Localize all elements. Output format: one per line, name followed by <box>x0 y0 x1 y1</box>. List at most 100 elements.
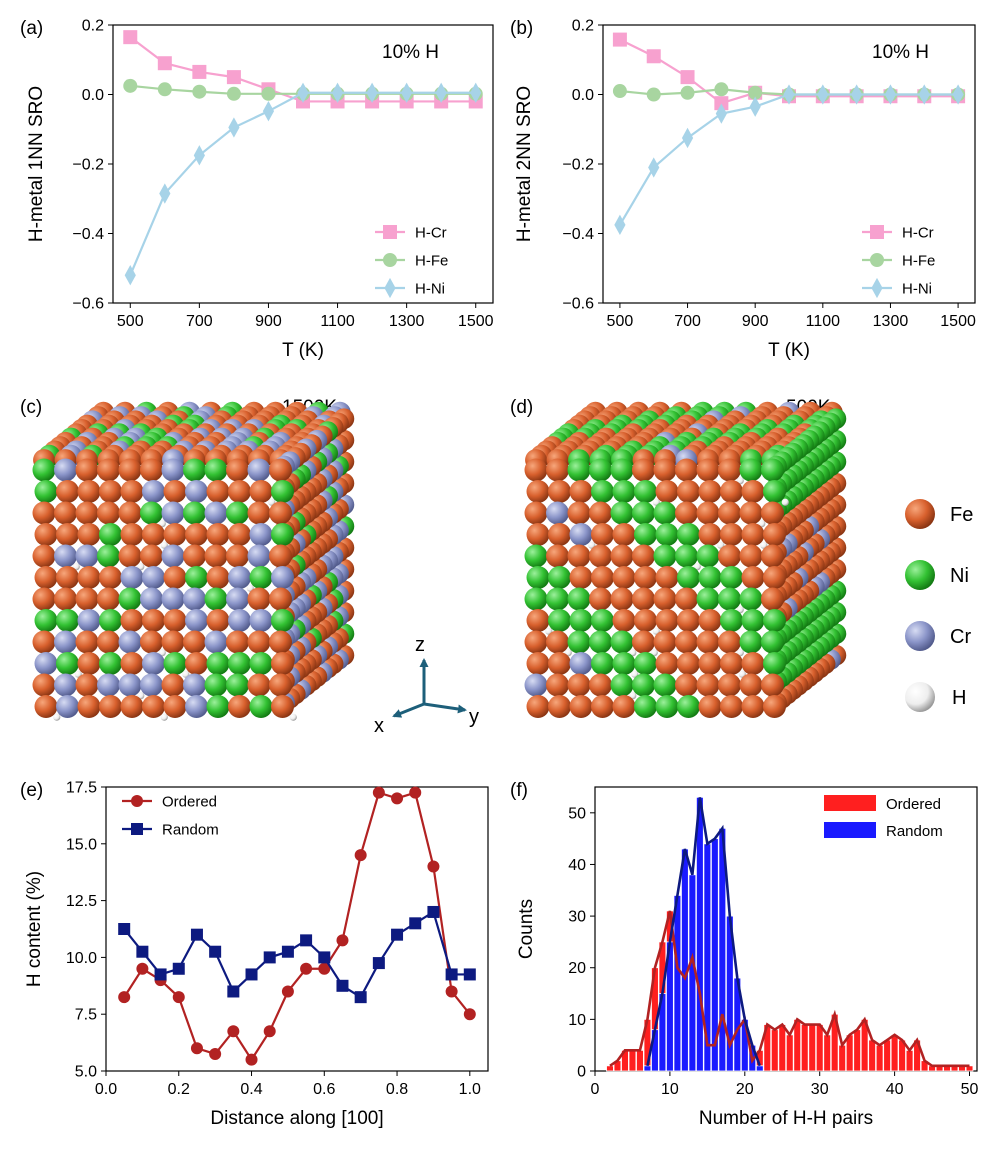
data-point-h-fe <box>714 82 729 97</box>
atom <box>546 458 569 482</box>
data-point-ordered <box>300 962 313 975</box>
atom <box>524 544 548 568</box>
atom <box>97 544 120 568</box>
atom <box>54 587 77 611</box>
atom <box>741 523 765 546</box>
x-tick-label: 1500 <box>458 313 494 330</box>
atom <box>75 630 99 654</box>
data-point-h-ni <box>435 82 447 103</box>
atom <box>77 695 101 718</box>
legend-label: H-Fe <box>415 253 448 270</box>
data-point-h-fe <box>226 86 241 101</box>
data-point-random <box>263 951 276 964</box>
panel-label: (a) <box>20 18 43 39</box>
atom <box>56 523 79 546</box>
histogram-bar-ordered <box>606 1065 614 1072</box>
atom <box>761 630 784 654</box>
atom <box>142 695 165 718</box>
data-point-ordered <box>354 849 367 862</box>
atom <box>675 630 698 654</box>
x-axis-label: x <box>374 715 384 737</box>
atom <box>567 630 591 654</box>
y-tick-label: 0.0 <box>572 87 594 104</box>
atom <box>99 480 122 503</box>
atom <box>34 523 58 546</box>
atom <box>763 480 786 503</box>
x-axis-title: Number of H-H pairs <box>699 1108 873 1129</box>
data-point-h-ni <box>401 82 413 103</box>
atom <box>226 673 249 697</box>
atom <box>720 566 743 589</box>
atom <box>567 458 591 482</box>
atom <box>142 652 165 675</box>
atom <box>526 480 550 503</box>
atom <box>120 566 144 589</box>
panel-label: (f) <box>510 780 528 801</box>
data-point-h-fe <box>748 85 763 100</box>
x-tick-label: 1100 <box>320 313 355 330</box>
data-point-ordered <box>391 792 404 805</box>
atom <box>546 630 569 654</box>
data-point-h-fe <box>261 86 276 101</box>
data-point-h-ni <box>366 82 378 103</box>
data-point-ordered <box>245 1053 258 1066</box>
atom <box>655 609 679 632</box>
atom <box>204 630 228 654</box>
atom <box>548 652 571 675</box>
data-point-ordered <box>427 860 440 873</box>
atom <box>569 609 593 632</box>
atom <box>161 544 185 568</box>
atom <box>548 695 571 718</box>
atom <box>677 480 700 503</box>
atom <box>183 630 206 654</box>
chart-a: 500 700 900 1100 1300 1500 −0.6 −0.4 −0.2 0.0 0.2 T… <box>20 18 494 362</box>
atom <box>763 652 786 675</box>
atom <box>97 458 120 482</box>
y-tick-label: −0.2 <box>72 157 104 174</box>
atom <box>206 609 230 632</box>
panel-label-c: (c) <box>20 397 42 418</box>
atom <box>632 501 655 525</box>
atom <box>269 458 292 482</box>
atom <box>206 652 230 675</box>
data-point-h-ni <box>681 127 694 149</box>
atom <box>524 630 548 654</box>
atom <box>161 630 185 654</box>
data-point-random <box>391 928 404 941</box>
atom <box>185 652 208 675</box>
atom <box>140 673 163 697</box>
atom <box>97 630 120 654</box>
atom <box>761 673 784 697</box>
data-point-random <box>372 957 385 970</box>
atom <box>183 587 206 611</box>
legend-marker <box>383 225 397 239</box>
histogram-bar-ordered <box>868 1039 876 1072</box>
atom <box>247 501 271 525</box>
histogram-bar-ordered <box>800 1024 809 1072</box>
atom <box>548 566 571 589</box>
panel-label: (b) <box>510 18 533 39</box>
atom <box>183 501 206 525</box>
atom <box>655 523 679 546</box>
data-point-random <box>227 985 240 998</box>
y-tick-label: 5.0 <box>75 1064 97 1081</box>
legend-label: H-Cr <box>902 225 934 242</box>
atom <box>696 544 720 568</box>
atom <box>206 695 230 718</box>
atom <box>56 609 79 632</box>
atom <box>228 652 251 675</box>
atom <box>698 609 722 632</box>
atom <box>140 630 163 654</box>
h-atom <box>53 713 61 721</box>
atom <box>524 458 548 482</box>
data-point-h-cr <box>123 30 138 45</box>
atom <box>204 673 228 697</box>
atom <box>204 587 228 611</box>
atom <box>653 587 677 611</box>
atom <box>120 609 144 632</box>
atom <box>739 630 763 654</box>
x-tick-label: 1.0 <box>459 1081 481 1098</box>
atom <box>675 458 698 482</box>
legend-label: H-Fe <box>902 253 935 270</box>
data-point-ordered <box>463 1008 476 1021</box>
